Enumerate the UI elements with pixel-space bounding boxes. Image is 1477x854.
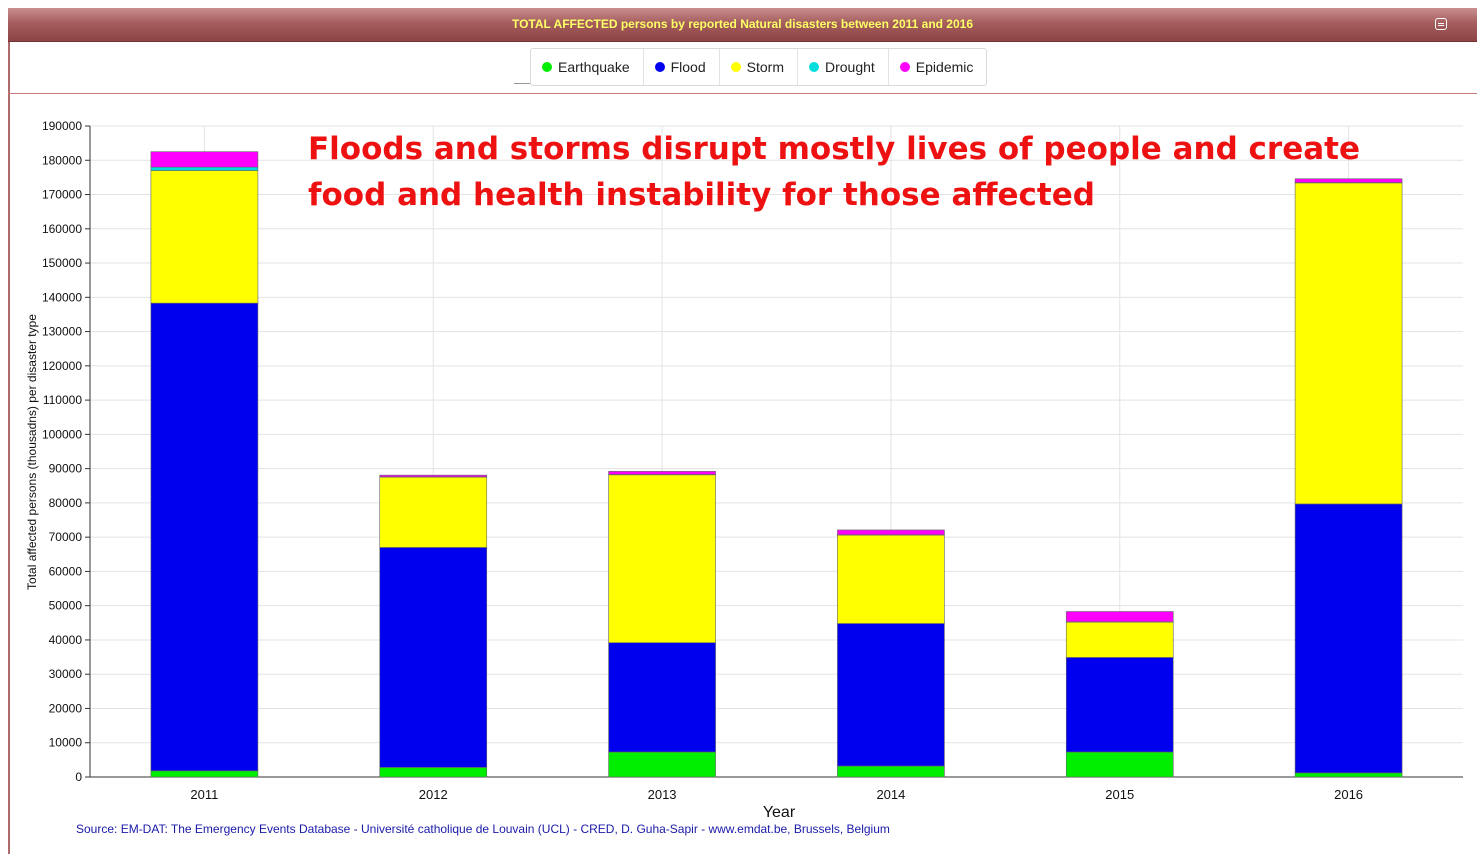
legend-label-storm: Storm xyxy=(746,59,784,75)
title-bar: TOTAL AFFECTED persons by reported Natur… xyxy=(8,8,1477,42)
bar-segment-flood-2011 xyxy=(150,302,259,772)
bar-segment-earthquake-2011 xyxy=(150,770,259,778)
legend-label-epidemic: Epidemic xyxy=(915,59,974,75)
bar-segment-flood-2014 xyxy=(837,623,945,767)
bar-segment-storm-2011 xyxy=(150,170,259,304)
y-tick-label: 80000 xyxy=(49,496,83,510)
legend-item-epidemic[interactable]: Epidemic xyxy=(889,49,987,85)
x-tick-label: 2015 xyxy=(1105,787,1134,802)
legend-item-drought[interactable]: Drought xyxy=(798,49,889,85)
chart-panel xyxy=(8,8,1477,854)
bar-segment-storm-2013 xyxy=(608,474,716,643)
earthquake-dot-icon xyxy=(542,62,552,72)
x-tick-label: 2011 xyxy=(190,787,218,802)
legend-label-flood: Flood xyxy=(670,59,706,75)
x-tick-label: 2014 xyxy=(876,787,905,802)
y-tick-label: 60000 xyxy=(49,564,83,578)
x-axis-title: Year xyxy=(763,804,796,821)
collapse-icon[interactable] xyxy=(1435,18,1447,30)
bar-segment-storm-2015 xyxy=(1065,621,1174,658)
bar-segment-storm-2012 xyxy=(379,476,488,548)
y-tick-label: 100000 xyxy=(42,427,82,441)
bar-segment-epidemic-2012 xyxy=(379,474,488,478)
bar-segment-epidemic-2011 xyxy=(150,151,259,168)
drought-dot-icon xyxy=(808,62,819,72)
y-tick-label: 150000 xyxy=(42,256,82,270)
bar-segment-epidemic-2013 xyxy=(608,471,716,475)
storm-dot-icon xyxy=(730,62,741,72)
y-tick-label: 50000 xyxy=(49,599,83,613)
y-axis-title: Total affected persons (thousadns) per d… xyxy=(25,314,39,590)
x-tick-label: 2016 xyxy=(1334,787,1363,802)
legend-label-drought: Drought xyxy=(824,59,875,75)
y-tick-label: 40000 xyxy=(49,633,83,647)
y-tick-label: 170000 xyxy=(42,188,82,202)
bar-segment-earthquake-2013 xyxy=(608,751,716,778)
bar-segment-earthquake-2012 xyxy=(379,767,488,778)
y-tick-label: 0 xyxy=(75,770,82,784)
x-tick-label: 2013 xyxy=(648,787,677,802)
y-tick-label: 160000 xyxy=(42,222,82,236)
flood-dot-icon xyxy=(654,62,665,72)
y-tick-label: 180000 xyxy=(42,153,82,167)
legend: Earthquake Flood Storm Drought Epidemic xyxy=(530,48,988,86)
bar-segment-flood-2015 xyxy=(1065,657,1174,753)
epidemic-dot-icon xyxy=(899,62,910,72)
bar-segment-earthquake-2015 xyxy=(1065,751,1174,778)
y-tick-label: 70000 xyxy=(49,530,83,544)
bar-segment-drought-2011 xyxy=(150,166,259,171)
y-tick-label: 120000 xyxy=(42,359,82,373)
legend-label-earthquake: Earthquake xyxy=(558,59,630,75)
legend-item-storm[interactable]: Storm xyxy=(720,49,798,85)
annotation-text: Floods and storms disrupt mostly lives o… xyxy=(308,131,1361,213)
y-tick-label: 130000 xyxy=(42,325,82,339)
bar-segment-epidemic-2014 xyxy=(837,529,945,536)
x-tick-label: 2012 xyxy=(419,787,448,802)
bar-segment-epidemic-2015 xyxy=(1065,611,1174,623)
bar-segment-earthquake-2016 xyxy=(1294,772,1403,778)
legend-item-earthquake[interactable]: Earthquake xyxy=(531,49,644,85)
bar-segment-epidemic-2016 xyxy=(1294,178,1403,183)
bar-segment-flood-2012 xyxy=(379,547,488,768)
y-tick-label: 190000 xyxy=(42,119,82,133)
y-tick-label: 20000 xyxy=(49,701,83,715)
y-tick-label: 90000 xyxy=(49,462,83,476)
bar-segment-flood-2016 xyxy=(1294,503,1403,774)
legend-underline xyxy=(514,83,530,84)
y-tick-label: 110000 xyxy=(43,393,82,407)
bar-segment-storm-2016 xyxy=(1294,182,1403,505)
source-note: Source: EM-DAT: The Emergency Events Dat… xyxy=(76,822,890,836)
y-tick-label: 30000 xyxy=(49,667,83,681)
legend-separator xyxy=(8,93,1477,94)
legend-item-flood[interactable]: Flood xyxy=(644,49,720,85)
bar-segment-earthquake-2014 xyxy=(837,765,945,778)
bar-segment-flood-2013 xyxy=(608,642,716,753)
bar-segment-storm-2014 xyxy=(837,534,945,624)
y-tick-label: 140000 xyxy=(42,290,82,304)
y-tick-label: 10000 xyxy=(49,736,83,750)
chart-title: TOTAL AFFECTED persons by reported Natur… xyxy=(511,17,974,31)
